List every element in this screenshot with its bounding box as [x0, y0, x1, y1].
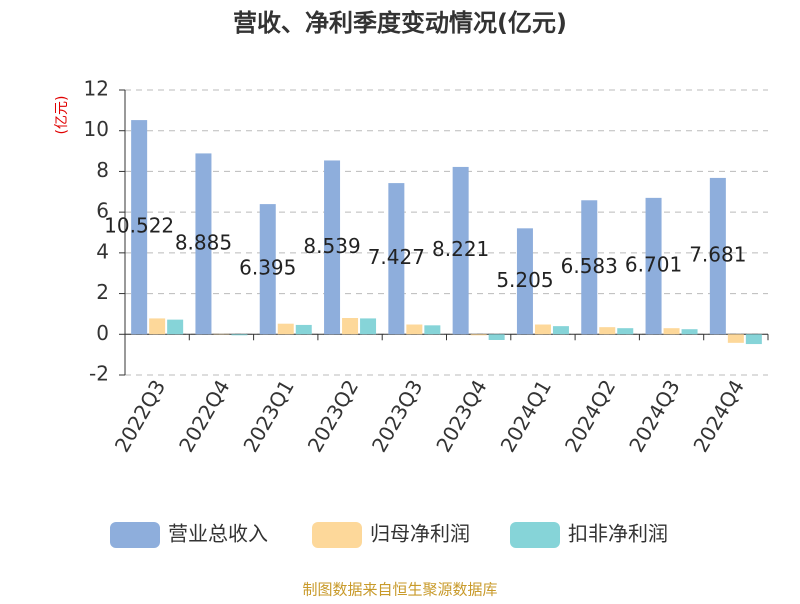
- x-tick-label: 2022Q3: [110, 376, 170, 457]
- data-label: 6.395: [239, 256, 296, 280]
- y-tick-label: 2: [96, 280, 109, 304]
- bar: [167, 320, 183, 335]
- bar: [535, 325, 551, 335]
- legend-swatch: [110, 522, 160, 548]
- bar: [746, 334, 762, 344]
- data-label: 7.681: [689, 243, 746, 267]
- legend-label: 营业总收入: [168, 522, 268, 546]
- y-tick-label: -2: [89, 362, 109, 386]
- bar: [553, 326, 569, 334]
- y-tick-label: 8: [96, 158, 109, 182]
- data-label: 5.205: [496, 268, 553, 292]
- x-tick-label: 2023Q3: [367, 376, 427, 457]
- legend-swatch: [510, 522, 560, 548]
- y-tick-label: 12: [84, 77, 109, 101]
- bar: [664, 328, 680, 334]
- x-tick-label: 2023Q2: [303, 376, 363, 457]
- bar: [424, 325, 440, 334]
- bar: [360, 318, 376, 334]
- bar: [342, 318, 358, 334]
- x-tick-label: 2023Q4: [431, 376, 491, 457]
- bar: [682, 329, 698, 334]
- data-label: 7.427: [368, 245, 425, 269]
- bar: [471, 334, 487, 335]
- y-tick-label: 0: [96, 321, 109, 345]
- bar: [599, 327, 615, 334]
- x-tick-label: 2024Q3: [624, 376, 684, 457]
- source-note: 制图数据来自恒生聚源数据库: [302, 581, 497, 599]
- bar: [406, 325, 422, 335]
- x-tick-label: 2024Q2: [560, 376, 620, 457]
- data-label: 6.583: [561, 254, 618, 278]
- data-label: 6.701: [625, 253, 682, 277]
- legend-label: 归母净利润: [370, 522, 470, 546]
- bar: [617, 328, 633, 334]
- chart-title: 营收、净利季度变动情况(亿元): [233, 9, 567, 37]
- x-tick-label: 2023Q1: [238, 376, 298, 457]
- data-label: 10.522: [104, 214, 174, 238]
- bar: [728, 334, 744, 343]
- legend-swatch: [312, 522, 362, 548]
- x-tick-label: 2024Q4: [688, 376, 748, 457]
- data-label: 8.885: [175, 230, 232, 254]
- y-tick-label: 10: [84, 117, 109, 141]
- bar: [489, 334, 505, 340]
- data-label: 8.221: [432, 237, 489, 261]
- x-tick-label: 2024Q1: [496, 376, 556, 457]
- data-label: 8.539: [303, 234, 360, 258]
- bar: [296, 325, 312, 334]
- y-unit: (亿元): [54, 96, 70, 135]
- bar: [149, 318, 165, 334]
- legend-label: 扣非净利润: [568, 522, 668, 546]
- bar: [278, 324, 294, 335]
- x-tick-label: 2022Q4: [174, 376, 234, 457]
- bar: [231, 334, 247, 335]
- y-tick-label: 4: [96, 239, 109, 263]
